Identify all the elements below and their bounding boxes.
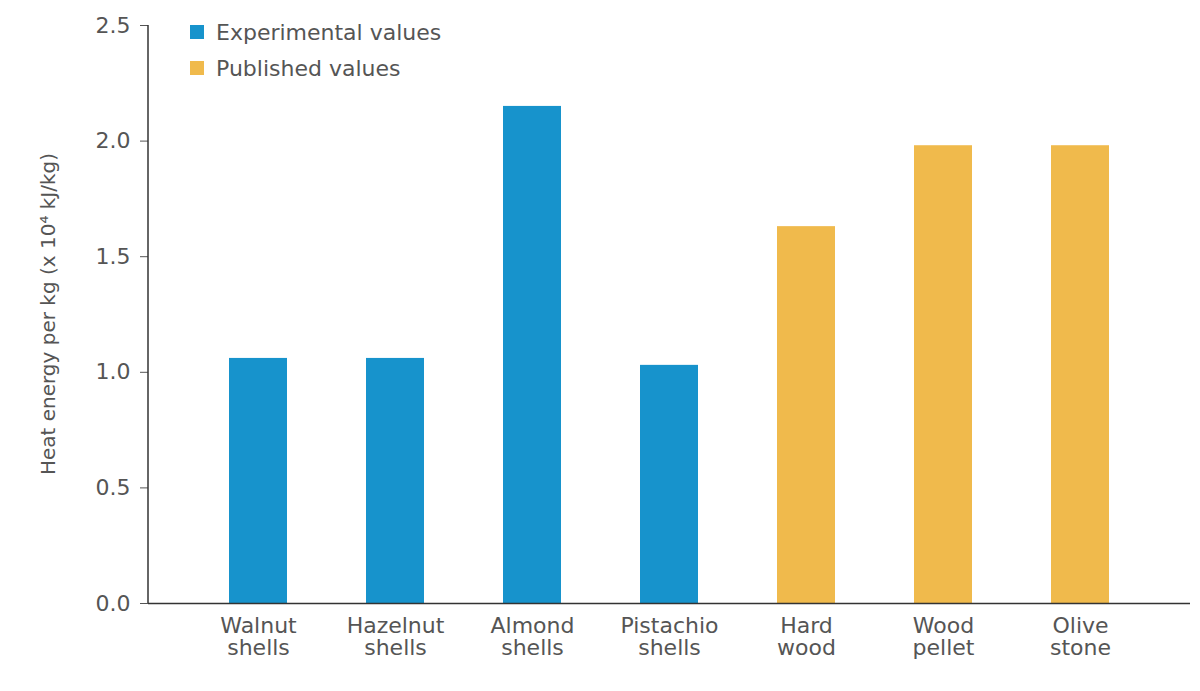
svg-text:1.0: 1.0 — [96, 359, 131, 384]
svg-text:Woodpellet: Woodpellet — [913, 613, 975, 660]
svg-text:Hardwood: Hardwood — [777, 613, 836, 660]
svg-text:Almondshells: Almondshells — [491, 613, 575, 660]
html-text:Published values: Published values — [216, 55, 401, 81]
svg-text:2.5: 2.5 — [96, 13, 131, 38]
html-text:Experimental values: Experimental values — [216, 19, 442, 45]
svg-text:1.5: 1.5 — [96, 244, 131, 269]
svg-text:Hazelnutshells: Hazelnutshells — [347, 613, 445, 660]
svg-text:0.0: 0.0 — [96, 591, 131, 616]
svg-text:Heat energy per kg (x 10⁴ kJ/k: Heat energy per kg (x 10⁴ kJ/kg) — [36, 153, 60, 475]
svg-text:0.5: 0.5 — [96, 475, 131, 500]
svg-text:2.0: 2.0 — [96, 128, 131, 153]
svg-text:Pistachioshells: Pistachioshells — [620, 613, 718, 660]
svg-text:Olivestone: Olivestone — [1050, 613, 1111, 660]
svg-text:Walnutshells: Walnutshells — [220, 613, 297, 660]
